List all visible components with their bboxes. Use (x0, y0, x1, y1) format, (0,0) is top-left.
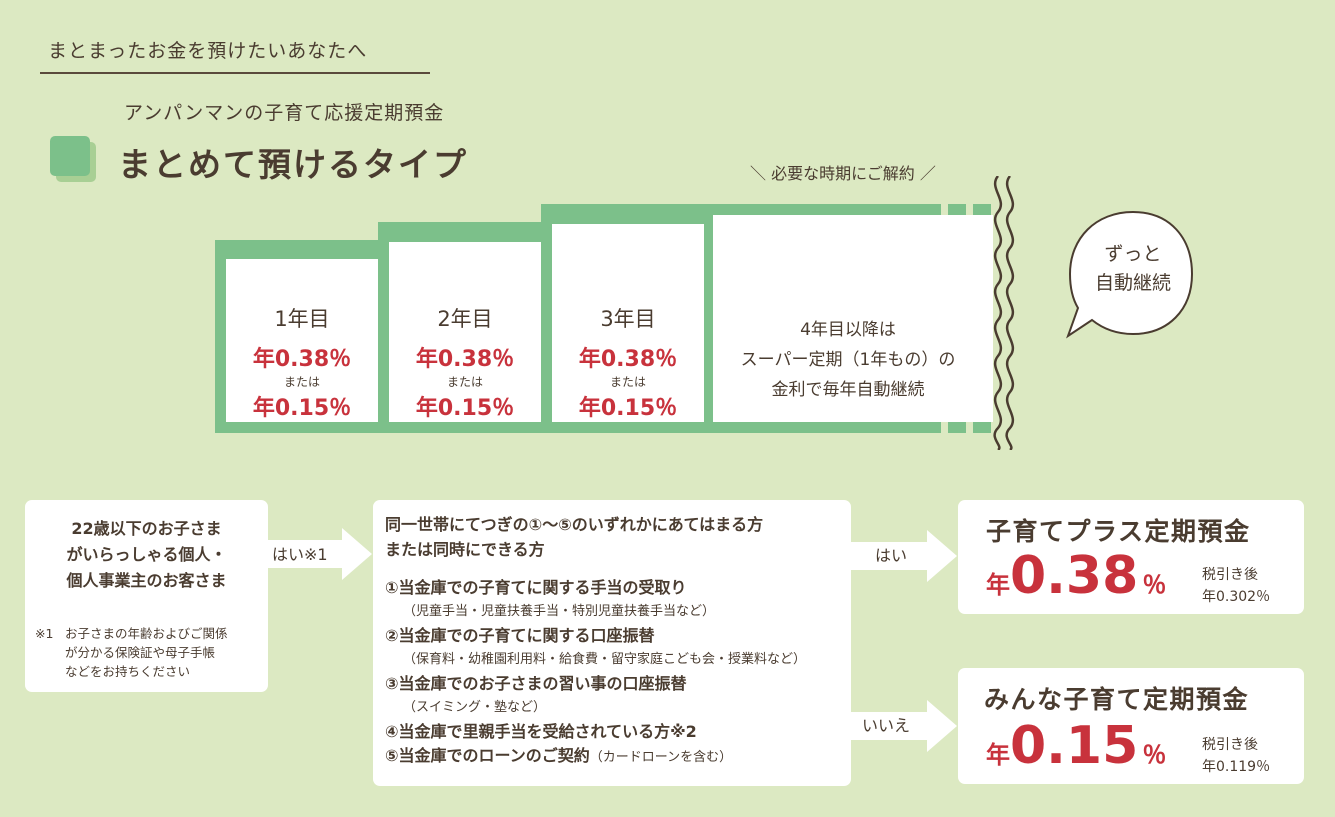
continuation-line-1: 4年目以降は (800, 320, 896, 340)
product-name-minna: みんな子育て定期預金 (984, 685, 1250, 714)
dash-top-2 (973, 204, 991, 215)
note-line-2: が分かる保険証や母子手帳 (65, 645, 216, 660)
continuation-panel: 4年目以降は スーパー定期（1年もの）の 金利で毎年自動継続 (713, 215, 993, 422)
product-pct-plus: ％ (1142, 571, 1167, 599)
product-rate-plus: 年0.38 ％ (986, 546, 1166, 606)
product-rate-value-minna: 0.15 (1010, 716, 1139, 776)
step-2-panel: 2年目 年0.38％ または 年0.15％ (389, 242, 541, 422)
eligibility-line-3: 個人事業主のお客さま (66, 571, 227, 590)
yes-arrow-1-icon (264, 528, 372, 580)
continuation-line-3: 金利で毎年自動継続 (771, 380, 925, 400)
product-card-minna: みんな子育て定期預金 年0.15 ％ 税引き後 年0.119％ (958, 668, 1304, 784)
product-name-plus: 子育てプラス定期預金 (986, 517, 1251, 546)
product-rate-minna: 年0.15 ％ (986, 716, 1166, 776)
product-tax-label-minna: 税引き後 (1202, 737, 1258, 753)
bubble-text: ずっと 自動継続 (1078, 240, 1188, 298)
no-arrow-label: いいえ (862, 716, 911, 735)
step-3-panel: 3年目 年0.38％ または 年0.15％ (552, 224, 704, 422)
conditions-title-2: または同時にできる方 (385, 540, 545, 559)
title-square-icon (50, 136, 90, 176)
step-3-rate-a: 年0.38％ (578, 347, 678, 372)
note-line-1: お子さまの年齢およびご関係 (65, 626, 228, 641)
top-divider (40, 72, 430, 74)
wavy-break-icon (993, 176, 1015, 450)
step-2-label: 2年目 (437, 307, 493, 331)
speech-bubble-icon (1066, 210, 1194, 339)
eligibility-line-2: がいらっしゃる個人・ (66, 545, 227, 564)
product-nen-minna: 年 (986, 741, 1010, 769)
condition-item-5-main: ⑤当金庫でのローンのご契約 (385, 746, 590, 765)
continuation-text: 4年目以降は スーパー定期（1年もの）の 金利で毎年自動継続 (713, 315, 983, 405)
condition-item-4: ④当金庫で里親手当を受給されている方※2 (385, 722, 697, 741)
conditions-title-1: 同一世帯にてつぎの①～⑤のいずれかにあてはまる方 (385, 515, 764, 534)
note-mark: ※1 (35, 626, 54, 641)
condition-item-2: ②当金庫での子育てに関する口座振替 (385, 626, 655, 645)
step-1-label: 1年目 (274, 307, 330, 331)
yes-arrow-1-label: はい※1 (272, 545, 328, 564)
dash-bottom-2 (973, 422, 991, 433)
step-3-label: 3年目 (600, 307, 656, 331)
step-1-or: または (283, 375, 320, 389)
condition-item-5-sub: （カードローンを含む） (589, 750, 733, 765)
note-line-3: などをお持ちください (65, 664, 191, 679)
condition-item-5: ⑤当金庫でのローンのご契約（カードローンを含む） (385, 744, 806, 770)
dash-bottom-1 (948, 422, 966, 433)
step-2-rate-b: 年0.15％ (415, 396, 515, 421)
product-tax-rate-minna: 年0.119％ (1202, 759, 1271, 775)
eligibility-note: ※1 お子さまの年齢およびご関係 が分かる保険証や母子手帳 などをお持ちください (35, 624, 228, 681)
condition-item-1-sub: （児童手当・児童扶養手当・特別児童扶養手当など） (403, 604, 716, 619)
bubble-line-1: ずっと (1104, 243, 1162, 265)
yes-arrow-2-icon (849, 530, 957, 582)
step-1-rate-b: 年0.15％ (252, 396, 352, 421)
eligibility-line-1: 22歳以下のお子さま (71, 519, 222, 538)
product-pct-minna: ％ (1142, 741, 1167, 769)
product-tax-plus: 税引き後 年0.302％ (1202, 564, 1270, 608)
eligibility-text: 22歳以下のお子さま がいらっしゃる個人・ 個人事業主のお客さま (25, 516, 268, 594)
step-2-or: または (446, 375, 483, 389)
condition-item-2-sub: （保育料・幼稚園利用料・給食費・留守家庭こども会・授業料など） (403, 652, 807, 667)
step-2-rate-a: 年0.38％ (415, 347, 515, 372)
step-1-rate-a: 年0.38％ (252, 347, 352, 372)
no-arrow-icon (849, 700, 957, 752)
condition-item-1: ①当金庫での子育てに関する手当の受取り (385, 578, 687, 597)
step-1-panel: 1年目 年0.38％ または 年0.15％ (226, 259, 378, 422)
continuation-line-2: スーパー定期（1年もの）の (740, 350, 956, 370)
condition-item-3: ③当金庫でのお子さまの習い事の口座振替 (385, 674, 687, 693)
cancel-note: ＼ 必要な時期にご解約 ／ (750, 164, 936, 183)
bubble-line-2: 自動継続 (1094, 272, 1171, 294)
dash-top-1 (948, 204, 966, 215)
product-tax-rate-plus: 年0.302％ (1202, 589, 1271, 605)
conditions-card: 同一世帯にてつぎの①～⑤のいずれかにあてはまる方 または同時にできる方 ①当金庫… (373, 500, 851, 786)
product-tax-minna: 税引き後 年0.119％ (1202, 734, 1270, 778)
eligibility-card: 22歳以下のお子さま がいらっしゃる個人・ 個人事業主のお客さま ※1 お子さま… (25, 500, 268, 692)
step-3-rate-b: 年0.15％ (578, 396, 678, 421)
yes-arrow-2-label: はい (875, 546, 908, 565)
product-rate-value-plus: 0.38 (1010, 546, 1139, 606)
product-card-plus: 子育てプラス定期預金 年0.38 ％ 税引き後 年0.302％ (958, 500, 1304, 614)
product-nen-plus: 年 (986, 571, 1010, 599)
product-subtitle: アンパンマンの子育て応援定期預金 (124, 102, 445, 124)
page-title: まとめて預けるタイプ (118, 145, 468, 184)
product-tax-label-plus: 税引き後 (1202, 567, 1258, 583)
step-3-or: または (609, 375, 646, 389)
top-label: まとまったお金を預けたいあなたへ (48, 40, 368, 62)
condition-item-3-sub: （スイミング・塾など） (403, 700, 547, 715)
